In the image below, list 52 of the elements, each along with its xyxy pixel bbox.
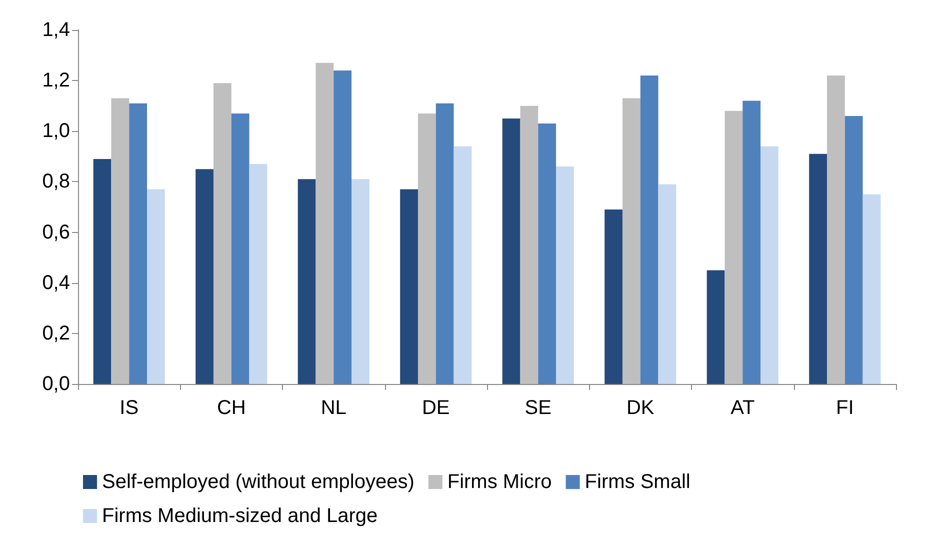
y-tick-label: 0,2 <box>42 322 70 344</box>
y-tick-label: 0,4 <box>42 272 70 294</box>
legend-label: Self-employed (without employees) <box>102 471 414 493</box>
bar <box>334 70 352 384</box>
x-tick-label: SE <box>524 397 552 419</box>
legend-label: Firms Small <box>584 471 690 493</box>
bar <box>640 76 658 384</box>
bar <box>111 98 130 384</box>
x-tick-label: NL <box>320 397 346 419</box>
bar <box>93 158 112 384</box>
bar <box>658 184 676 384</box>
bar <box>538 124 556 384</box>
y-tick-label: 1,2 <box>42 70 70 92</box>
y-tick-label: 0,6 <box>42 221 70 244</box>
x-tick-label: CH <box>216 397 246 419</box>
y-tick-label: 1,4 <box>42 19 70 41</box>
bar <box>760 146 778 384</box>
bar <box>196 169 214 384</box>
y-tick-label: 1,0 <box>42 120 70 142</box>
y-tick-label: 0,0 <box>42 373 70 395</box>
bar <box>706 270 725 384</box>
bar <box>147 189 165 384</box>
bar <box>844 116 863 384</box>
bar <box>862 194 881 384</box>
bar <box>352 179 370 384</box>
bar <box>418 113 436 384</box>
bar <box>249 164 268 384</box>
bar <box>742 100 761 384</box>
legend-label: Firms Micro <box>447 471 552 493</box>
bar <box>809 154 827 384</box>
x-tick-label: DE <box>422 397 450 419</box>
x-tick-label: AT <box>730 397 755 419</box>
bar <box>316 62 334 384</box>
x-tick-label: IS <box>120 397 139 419</box>
y-tick-label: 0,8 <box>42 170 70 193</box>
bar <box>556 166 574 384</box>
bar <box>231 113 250 384</box>
bar <box>724 110 743 384</box>
x-tick-label: FI <box>836 397 854 419</box>
bar <box>400 189 418 384</box>
x-tick-label: DK <box>626 397 655 419</box>
bar <box>502 118 520 384</box>
legend-label: Firms Medium-sized and Large <box>102 505 378 527</box>
bar <box>826 76 845 384</box>
bar <box>436 103 454 384</box>
bar <box>604 210 622 384</box>
bar <box>520 106 538 384</box>
bar <box>213 83 232 384</box>
bar <box>622 98 640 384</box>
bar <box>454 146 472 384</box>
bar <box>129 103 148 384</box>
bar <box>298 179 316 384</box>
